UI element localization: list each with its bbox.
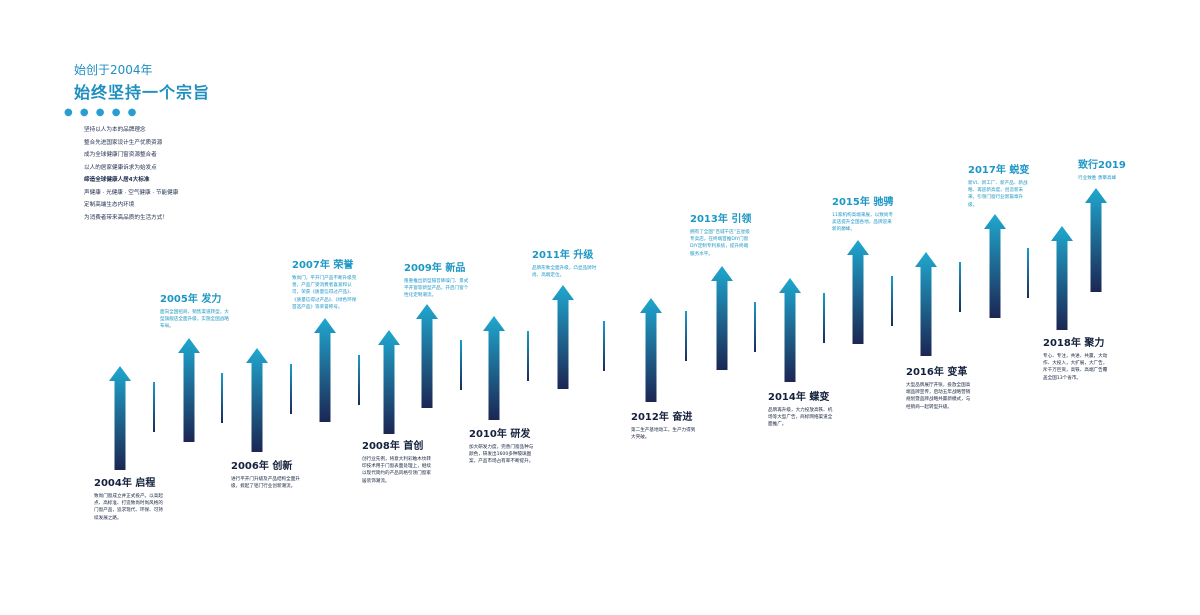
divider-line — [823, 293, 825, 343]
milestone-description: 第二生产基地动工，生产力得到大突破。 — [631, 428, 696, 441]
arrow-up-icon — [915, 252, 937, 356]
milestone-5: 2008年 首创创行业先例，将意大利彩釉木纹转印技术用于门窗表面处理上，继续以现… — [362, 441, 434, 485]
milestone-year-title: 2014年 蝶变 — [768, 392, 830, 403]
milestone-1: 2004年 启程致尚门窗成立并正式投产。以高起点、高标准、打造致尚时尚风格的门窗… — [94, 478, 164, 522]
milestone-year-title: 2005年 发力 — [160, 294, 222, 305]
principle-item: 声健康 · 光健康 · 空气健康 · 节能健康 — [84, 189, 179, 196]
milestone-description: 创行业先例，将意大利彩釉木纹转印技术用于门窗表面处理上，继续以现代简约的产品风格… — [362, 457, 431, 484]
principles-list: 坚持以人为本的品牌理念整合先进国家设计生产优质资源 成为全球健康门窗资源整合者 以人… — [84, 124, 178, 224]
milestone-year-title: 2013年 引领 — [690, 214, 752, 225]
principle-item: 以人的居家健康诉求为始发点 — [84, 164, 157, 171]
milestone-year-title: 2015年 驰骋 — [832, 197, 894, 208]
arrow-up-icon — [314, 318, 336, 422]
arrow-up-icon — [378, 330, 400, 434]
milestone-3: 2006年 创新 进行平开门升级及产品结构全面升级，掀起了铝门行业创新潮流。 — [231, 461, 303, 490]
milestone-15: 2018年 聚力专心、专注，共进、共赢，大动作、大投入，大扩展，大广告，斥千万巨… — [1043, 338, 1109, 382]
divider-line — [358, 355, 360, 405]
milestone-description: 进行平开门升级及产品结构全面升级，掀起了铝门行业创新潮流。 — [231, 477, 300, 490]
decorative-dots: ● ● ● ● ● — [64, 107, 139, 118]
milestone-year-title: 2009年 新品 — [404, 263, 466, 274]
arrow-up-icon — [1085, 188, 1107, 292]
divider-line — [527, 331, 529, 381]
milestone-14: 2017年 蜕变新VI、新工厂、新产品、新战略、再迎新高度，创造新未来，引领门窗… — [968, 165, 1030, 209]
principle-item: 缔造全球健康人居4大标准 — [84, 177, 150, 183]
milestone-year-title: 2010年 研发 — [469, 429, 531, 440]
milestone-description: 品牌再升级，大力投放高铁、机场等大型广告，商标网络渠道全面推广。 — [768, 408, 833, 428]
divider-line — [891, 276, 893, 326]
milestone-year-title: 2004年 启程 — [94, 478, 156, 489]
milestone-16: 致行2019 行业致胜 勇攀高峰 — [1078, 160, 1138, 182]
arrow-up-icon — [416, 304, 438, 408]
arrow-up-icon — [640, 298, 662, 402]
milestone-9: 2012年 奋进 第二生产基地动工，生产力得到大突破。 — [631, 412, 699, 441]
arrow-up-icon — [483, 316, 505, 420]
arrow-up-icon — [109, 366, 131, 470]
arrow-up-icon — [246, 348, 268, 452]
divider-line — [221, 373, 223, 423]
divider-line — [959, 262, 961, 312]
divider-line — [460, 340, 462, 390]
milestone-description: 加大研发力度，完善门窗品种与颜色，研发出1600多种玻璃图案，产品市场占有率不断… — [469, 445, 534, 465]
arrow-up-icon — [1051, 226, 1073, 330]
milestone-8: 2011年 升级 品牌形象全面升级，凸显品牌时尚、高端定位。 — [532, 250, 598, 279]
milestone-description: 行业致胜 勇攀高峰 — [1078, 176, 1117, 181]
principle-item: 成为全球健康门窗资源整合者 — [84, 152, 157, 158]
divider-line — [754, 302, 756, 352]
divider-line — [290, 364, 292, 414]
milestone-6: 2009年 新品隆重推出新型隔音降噪门、景式平开窗等新型产品，开启门窗个性化定制… — [404, 263, 470, 300]
milestone-year-title: 2016年 变革 — [906, 367, 968, 378]
milestone-year-title: 2017年 蜕变 — [968, 165, 1030, 176]
principle-item: 为消费者带来高品质的生活方式！ — [84, 214, 168, 221]
milestone-description: 11家机构高端来展，以致尚专卖店提升全国各地，品牌迎来新的巅峰。 — [832, 213, 893, 233]
arrow-up-icon — [847, 240, 869, 344]
principle-item: 整合先进国家设计生产优质资源 — [84, 139, 163, 146]
milestone-year-title: 2011年 升级 — [532, 250, 594, 261]
milestone-year-title: 2008年 首创 — [362, 441, 424, 452]
milestone-year-title: 2012年 奋进 — [631, 412, 693, 423]
milestone-description: 品牌形象全面升级，凸显品牌时尚、高端定位。 — [532, 266, 597, 279]
arrow-up-icon — [779, 278, 801, 382]
milestone-description: 致尚门窗成立并正式投产。以高起点、高标准、打造致尚时尚风格的门窗产品，追求现代、… — [94, 494, 163, 521]
milestone-description: 拥有了全国“百城千店”五星级专卖店，在终端首推DIY门窗DIY定制专利系统，提升… — [690, 230, 750, 257]
milestone-7: 2010年 研发加大研发力度，完善门窗品种与颜色，研发出1600多种玻璃图案，产… — [469, 429, 535, 466]
arrow-up-icon — [711, 266, 733, 370]
arrow-up-icon — [178, 338, 200, 442]
milestone-description: 隆重推出新型隔音降噪门、景式平开窗等新型产品，开启门窗个性化定制潮流。 — [404, 279, 469, 299]
divider-line — [153, 382, 155, 432]
header-title: 始终坚持一个宗旨 — [74, 83, 211, 102]
milestone-10: 2013年 引领拥有了全国“百城千店”五星级专卖店，在终端首推DIY门窗DIY定… — [690, 214, 752, 258]
principle-item: 坚持以人为本的品牌理念 — [84, 127, 146, 133]
milestone-year-title: 2007年 荣誉 — [292, 260, 354, 271]
milestone-13: 2016年 变革大型品牌展厅开张，投放全国高端品牌宣传，启动五年战略营销规划暨品… — [906, 367, 974, 411]
milestone-year-title: 致行2019 — [1078, 160, 1126, 171]
milestone-2: 2005年 发力面向全国招商，销售渠道转型，大型旗舰店全面升级，实施全国战略布局… — [160, 294, 232, 331]
divider-line — [1027, 248, 1029, 298]
arrow-up-icon — [552, 285, 574, 389]
milestone-year-title: 2006年 创新 — [231, 461, 293, 472]
milestone-description: 大型品牌展厅开张，投放全国高端品牌宣传，启动五年战略营销规划暨品牌战略共赢新模式… — [906, 383, 971, 410]
milestone-description: 面向全国招商，销售渠道转型，大型旗舰店全面升级，实施全国战略布局。 — [160, 310, 229, 330]
milestone-12: 2015年 驰骋 11家机构高端来展，以致尚专卖店提升全国各地，品牌迎来新的巅峰。 — [832, 197, 894, 234]
milestone-4: 2007年 荣誉致尚门，平开门产品不断升级完善，产品广受消费者喜爱和认可，荣获《… — [292, 260, 360, 311]
milestone-description: 专心、专注，共进、共赢，大动作、大投入，大扩展，大广告，斥千万巨资，高铁、高端广… — [1043, 354, 1108, 381]
divider-line — [685, 311, 687, 361]
milestone-description: 新VI、新工厂、新产品、新战略、再迎新高度，创造新未来，引领门窗行业新篇章升级。 — [968, 181, 1028, 208]
milestone-year-title: 2018年 聚力 — [1043, 338, 1105, 349]
milestone-11: 2014年 蝶变品牌再升级，大力投放高铁、机场等大型广告，商标网络渠道全面推广。 — [768, 392, 836, 429]
milestone-description: 致尚门，平开门产品不断升级完善，产品广受消费者喜爱和认可，荣获《质量信得过产品》… — [292, 276, 357, 310]
divider-line — [603, 321, 605, 371]
principle-item: 定制高端生态内环境 — [84, 202, 135, 208]
header-subtitle: 始创于2004年 — [74, 63, 153, 77]
arrow-up-icon — [984, 214, 1006, 318]
